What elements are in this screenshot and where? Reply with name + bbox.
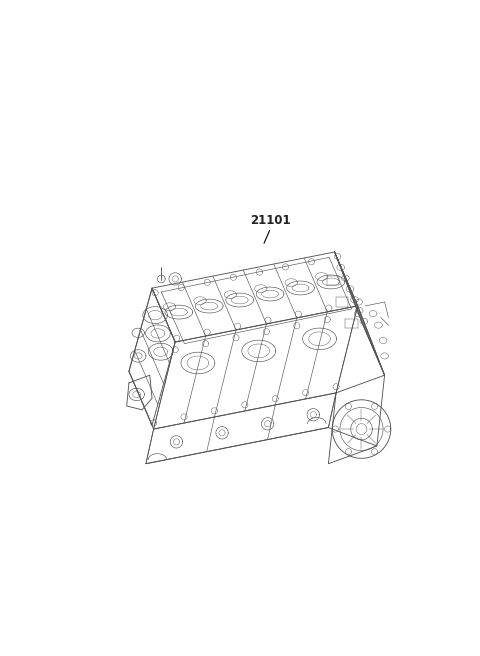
Polygon shape	[335, 252, 384, 375]
Polygon shape	[127, 375, 152, 410]
Polygon shape	[154, 306, 358, 429]
Polygon shape	[328, 375, 384, 464]
Polygon shape	[152, 252, 358, 342]
Text: 21101: 21101	[251, 214, 291, 226]
Polygon shape	[129, 288, 175, 425]
Polygon shape	[146, 393, 336, 464]
